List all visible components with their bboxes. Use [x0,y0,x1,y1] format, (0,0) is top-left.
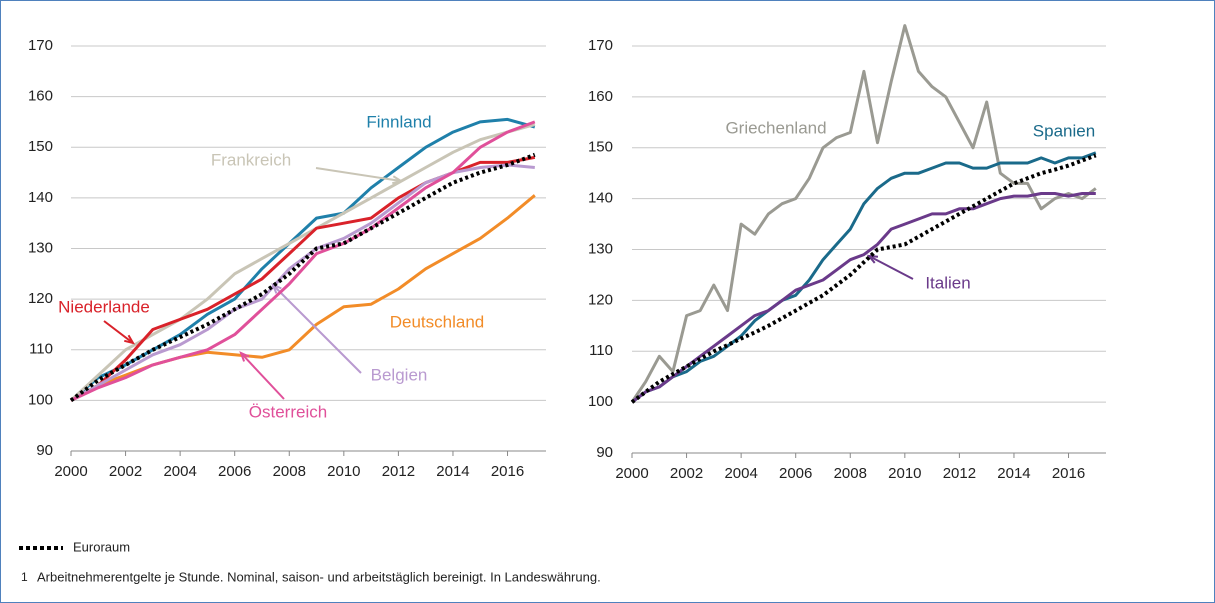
y-tick-label: 160 [28,88,53,105]
y-tick-label: 150 [28,138,53,155]
series-label: Frankreich [211,150,291,169]
x-tick-label: 2010 [888,465,921,482]
y-tick-label: 100 [588,393,613,410]
annotation-arrow [315,167,402,182]
x-tick-label: 2014 [997,465,1030,482]
y-tick-label: 170 [588,37,613,54]
arrow-head [124,334,136,345]
series-label: Belgien [371,365,428,384]
x-tick-label: 2000 [615,465,648,482]
y-tick-label: 130 [588,240,613,257]
arrow-head [392,175,404,185]
annotation-arrow [240,352,285,400]
series-line [631,151,1097,404]
series-line [69,152,536,403]
series-line [70,155,536,402]
x-tick-label: 2012 [382,463,415,480]
y-tick-label: 140 [588,190,613,207]
series-label: Griechenland [725,118,826,137]
x-tick-label: 2012 [943,465,976,482]
y-tick-label: 110 [29,341,53,358]
y-tick-label: 120 [588,291,613,308]
x-tick-label: 2004 [724,465,757,482]
series-line [70,120,536,402]
y-tick-label: 150 [588,139,613,156]
y-tick-label: 100 [28,391,53,408]
x-tick-label: 2002 [109,463,142,480]
annotation-arrow [272,284,362,374]
x-tick-label: 2002 [670,465,703,482]
series-label: Niederlande [58,297,150,316]
legend-label: Euroraum [73,539,130,554]
series-line [69,123,536,402]
y-tick-label: 170 [28,37,53,54]
x-tick-label: 2000 [54,463,87,480]
y-tick-label: 130 [28,239,53,256]
x-tick-label: 2010 [327,463,360,480]
series-label: Deutschland [390,312,485,331]
series-line [70,163,535,402]
annotation-arrow [103,320,134,344]
x-tick-label: 2006 [779,465,812,482]
series-line [630,153,1097,404]
footnote: Arbeitnehmerentgelte je Stunde. Nominal,… [37,569,601,584]
x-tick-label: 2014 [436,463,469,480]
annotation-arrow [868,255,914,280]
arrow-head [239,351,250,362]
x-tick-label: 2004 [163,463,196,480]
arrow-head [271,283,282,294]
series-label: Spanien [1033,121,1095,140]
y-tick-label: 140 [28,189,53,206]
series-label: Finnland [366,112,431,131]
x-tick-label: 2008 [273,463,306,480]
y-tick-label: 120 [28,290,53,307]
y-tick-label: 90 [36,442,53,459]
y-tick-label: 90 [596,444,613,461]
x-tick-label: 2008 [834,465,867,482]
series-label: Italien [925,273,970,292]
y-tick-label: 160 [588,88,613,105]
series-line [631,192,1096,404]
x-tick-label: 2016 [1052,465,1085,482]
x-tick-label: 2016 [491,463,524,480]
series-label: Österreich [249,402,327,421]
series-line [630,24,1097,403]
arrow-head [866,254,879,264]
footnote-marker: 1 [21,570,28,584]
x-tick-label: 2006 [218,463,251,480]
y-tick-label: 110 [589,342,613,359]
